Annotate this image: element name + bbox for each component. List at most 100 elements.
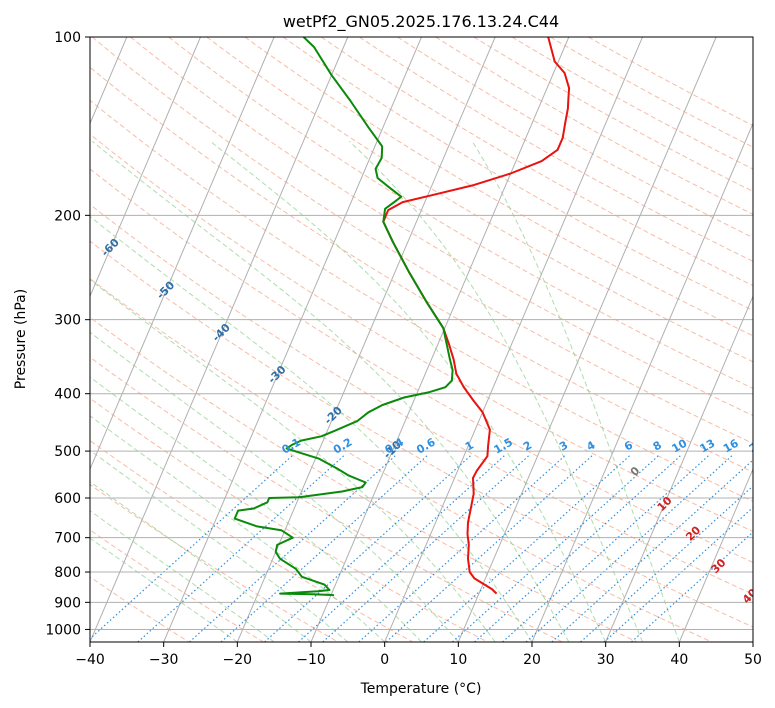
dry-adiabat xyxy=(206,37,753,363)
x-tick-label: −10 xyxy=(296,652,326,668)
isotherm-line xyxy=(752,640,753,642)
moist-adiabat xyxy=(90,481,312,642)
dry-adiabat xyxy=(511,37,753,170)
x-tick-label: 30 xyxy=(597,652,615,668)
mixing-ratio-line xyxy=(423,454,631,642)
isotherm-line xyxy=(605,295,753,642)
mixing-ratio-line xyxy=(603,506,753,642)
x-tick-label: −20 xyxy=(223,652,253,668)
dry-adiabat xyxy=(282,37,753,312)
y-tick-label: 700 xyxy=(54,531,81,547)
x-tick-label: 10 xyxy=(449,652,467,668)
dry-adiabat xyxy=(90,168,753,563)
mixing-ratio-line xyxy=(264,454,472,642)
y-tick-label: 1000 xyxy=(45,622,81,638)
isotherm-line xyxy=(678,467,753,642)
mixing-ratio-line xyxy=(220,454,429,642)
y-tick-label: 600 xyxy=(54,491,81,507)
isotherm-line xyxy=(90,37,201,298)
isotherm-label: -20 xyxy=(322,404,345,427)
x-tick-label: 20 xyxy=(523,652,541,668)
dry-adiabat xyxy=(90,529,264,642)
mixing-ratio-line xyxy=(322,454,530,642)
moist-adiabat xyxy=(471,141,680,642)
dry-adiabat xyxy=(90,356,563,642)
dry-adiabat xyxy=(397,37,753,239)
moist-adiabat-label: 20 xyxy=(683,523,703,543)
mixing-ratio-line xyxy=(90,454,294,640)
isotherm-line xyxy=(90,37,275,471)
moist-adiabat xyxy=(349,140,643,642)
plot-frame xyxy=(89,36,754,643)
x-tick-label: 50 xyxy=(744,652,762,668)
y-tick-label: 900 xyxy=(54,595,81,611)
moist-adiabat xyxy=(90,449,349,642)
dry-adiabat xyxy=(588,37,753,127)
line-labels: -100-90-80-70-60-50-40-30-20-100.10.20.4… xyxy=(0,154,767,607)
y-axis-title: Pressure (hPa) xyxy=(13,289,29,389)
mixing-ratio-label: 0.4 xyxy=(383,435,407,456)
dry-adiabat xyxy=(91,37,753,444)
dry-adiabat xyxy=(168,37,753,389)
y-tick-label: 800 xyxy=(54,565,81,581)
x-axis-title: Temperature (°C) xyxy=(360,681,482,697)
dry-adiabat xyxy=(130,37,753,417)
chart-title: wetPf2_GN05.2025.176.13.24.C44 xyxy=(283,12,559,32)
mixing-ratio-line xyxy=(474,454,682,642)
moist-adiabat-label: 0 xyxy=(628,464,643,479)
moist-adiabat xyxy=(90,510,275,642)
y-tick-label: 200 xyxy=(54,208,81,224)
mixing-ratio-label: 20 xyxy=(747,436,767,455)
x-tick-label: −40 xyxy=(75,652,105,668)
mixing-ratio-line xyxy=(452,454,660,642)
mixing-ratio-line xyxy=(551,459,753,642)
dry-adiabat xyxy=(549,37,753,148)
moist-adiabat xyxy=(90,415,386,642)
mixing-ratio-line xyxy=(502,454,710,642)
background-lines xyxy=(90,37,753,642)
y-tick-label: 500 xyxy=(54,444,81,460)
mixing-ratio-line xyxy=(525,454,734,642)
dry-adiabat xyxy=(473,37,753,192)
moist-adiabat xyxy=(90,537,238,642)
dry-adiabat xyxy=(90,240,753,628)
mixing-ratio-label: 1.5 xyxy=(492,436,515,457)
isotherm-label: -40 xyxy=(210,321,233,344)
profile-lines xyxy=(233,37,571,597)
moist-adiabat-label: 40 xyxy=(740,586,760,606)
y-tick-label: 100 xyxy=(54,30,81,46)
isotherm-label: -50 xyxy=(154,278,177,301)
moist-adiabat-label: 30 xyxy=(709,556,729,576)
mixing-ratio-line xyxy=(358,454,566,642)
isotherm-line xyxy=(531,122,753,642)
mixing-ratio-line xyxy=(385,454,594,642)
dry-adiabat xyxy=(90,133,753,533)
pressure-grid xyxy=(90,37,753,630)
dewpoint-line xyxy=(233,37,454,597)
isotherm-line xyxy=(457,37,717,642)
x-tick-label: 40 xyxy=(670,652,688,668)
isotherm-line xyxy=(163,37,422,642)
x-tick-label: −30 xyxy=(149,652,179,668)
isotherm-line xyxy=(90,37,349,642)
y-tick-label: 300 xyxy=(54,313,81,329)
moist-adiabat xyxy=(92,140,570,642)
dry-adiabat xyxy=(90,66,753,473)
mixing-ratio-label: 0.6 xyxy=(414,435,438,456)
mixing-ratio-line xyxy=(298,454,506,642)
y-axis: 100 200 300 400 500 600 700 800 900 1000 xyxy=(45,30,90,638)
x-tick-label: 0 xyxy=(380,652,389,668)
temperature-line xyxy=(382,37,571,595)
mixing-ratio-label: 16 xyxy=(721,436,741,455)
x-axis: −40 −30 −20 −10 0 10 20 30 40 50 xyxy=(75,642,762,668)
isotherm-line xyxy=(310,37,570,642)
dry-adiabat xyxy=(90,483,339,642)
moist-adiabat xyxy=(90,331,459,642)
isotherm-label: -80 xyxy=(0,154,10,177)
isotherm-label: -60 xyxy=(99,236,122,259)
isotherm-line xyxy=(384,37,643,642)
moist-adiabat-label: 10 xyxy=(655,494,675,514)
mixing-ratio-label: 13 xyxy=(697,437,717,456)
y-tick-label: 400 xyxy=(54,387,81,403)
